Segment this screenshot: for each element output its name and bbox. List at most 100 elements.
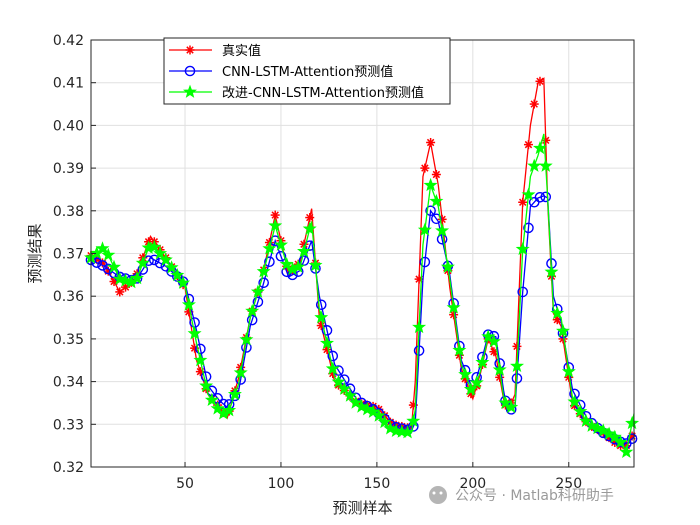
data-point [492, 362, 507, 376]
data-point [239, 332, 254, 346]
data-point [297, 244, 311, 258]
data-point [383, 421, 398, 435]
data-point [305, 213, 315, 223]
watermark-text: 公众号 · Matlab科研助手 [455, 488, 614, 504]
data-point [515, 241, 530, 256]
data-point [626, 433, 638, 445]
data-point [245, 303, 260, 318]
data-point [184, 65, 196, 77]
data-point [320, 335, 334, 350]
data-point [268, 218, 283, 232]
data-point [291, 259, 306, 273]
data-point [602, 426, 617, 440]
data-point [413, 345, 425, 356]
data-point [584, 418, 599, 432]
data-point [233, 365, 248, 379]
x-tick-label: 150 [364, 476, 391, 492]
y-axis-label: 预测结果 [26, 223, 44, 283]
y-tick-label: 0.36 [53, 289, 84, 305]
data-point [176, 275, 191, 289]
data-point [262, 241, 277, 255]
data-point [325, 361, 340, 375]
data-point [302, 221, 317, 235]
data-point [458, 367, 473, 381]
data-point [275, 250, 287, 262]
y-tick-label: 0.40 [53, 118, 84, 134]
data-point [510, 358, 525, 373]
data-point [527, 158, 542, 172]
data-point [613, 435, 628, 449]
data-point [452, 342, 467, 357]
data-point [354, 399, 369, 413]
data-point [544, 264, 559, 278]
data-point [366, 404, 380, 418]
data-point [463, 382, 478, 396]
x-tick-label: 100 [268, 476, 295, 492]
data-point [210, 401, 225, 415]
watermark: 公众号 · Matlab科研助手 [429, 486, 614, 504]
data-point [535, 76, 545, 86]
data-point [475, 355, 490, 369]
tick-labels: 50 100 150 200 250 0.32 0.33 0.34 0.35 0.36 0.37 0.… [53, 33, 582, 492]
data-point [181, 297, 196, 311]
y-tick-label: 0.41 [53, 76, 84, 92]
y-tick-label: 0.33 [53, 417, 84, 433]
data-point [227, 387, 242, 401]
data-point [250, 284, 265, 298]
data-point [529, 99, 539, 109]
y-tick-label: 0.42 [53, 33, 84, 49]
data-point [321, 325, 333, 336]
data-point [91, 257, 103, 268]
wechat-logo-icon [429, 486, 447, 504]
data-point [377, 414, 392, 429]
data-point [486, 334, 501, 348]
data-point [360, 402, 375, 416]
x-tick-label: 200 [459, 476, 486, 492]
data-point [556, 323, 570, 338]
data-point [264, 256, 275, 268]
data-point [425, 205, 436, 217]
data-point [222, 403, 237, 417]
y-tick-label: 0.34 [53, 375, 84, 391]
data-point [183, 84, 197, 98]
data-point [185, 45, 195, 55]
data-point [193, 352, 208, 367]
data-point [550, 305, 565, 320]
legend-label: 改进-CNN-LSTM-Attention预测值 [222, 85, 424, 101]
data-point [431, 170, 441, 180]
data-point [567, 394, 582, 408]
data-point [246, 314, 258, 326]
data-point [561, 364, 576, 378]
legend-entry: 改进-CNN-LSTM-Attention预测值 [169, 84, 424, 101]
series-3 [84, 133, 640, 459]
data-point [274, 237, 289, 251]
data-point [440, 259, 455, 273]
legend-entry: 真实值 [169, 43, 261, 59]
data-point [417, 222, 432, 236]
x-tick-label: 250 [555, 476, 582, 492]
data-point [308, 257, 323, 272]
x-tick-label: 50 [176, 476, 194, 492]
data-point [258, 277, 269, 289]
y-tick-label: 0.37 [53, 247, 84, 263]
series-line [90, 77, 635, 447]
data-point [469, 375, 484, 389]
data-point [400, 425, 415, 439]
x-axis-label: 预测样本 [332, 499, 392, 517]
data-point [435, 223, 450, 237]
data-point [521, 187, 536, 201]
data-point [187, 326, 202, 340]
data-point [204, 392, 219, 407]
data-point [106, 259, 121, 274]
data-point [270, 210, 280, 220]
legend: 真实值 CNN-LSTM-Attention预测值改进-CNN-LSTM-Atte… [163, 37, 451, 105]
data-point [504, 399, 519, 414]
data-point [158, 252, 173, 266]
data-point [619, 444, 634, 459]
data-point [596, 423, 611, 437]
data-point [607, 429, 622, 444]
data-point [446, 300, 461, 314]
wechat-logo-eye-right [439, 491, 443, 495]
y-tick-label: 0.38 [53, 204, 84, 220]
